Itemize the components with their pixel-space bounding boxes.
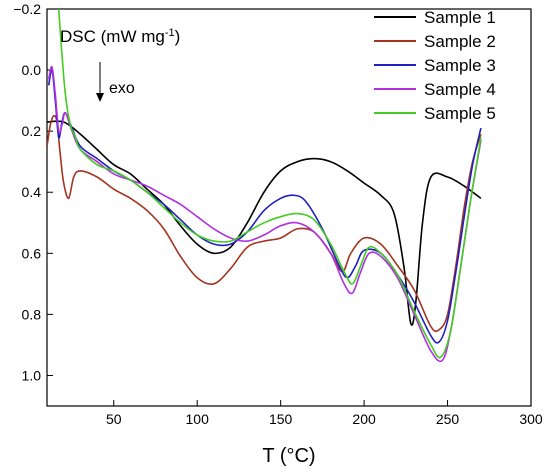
legend-label-sample-5: Sample 5 bbox=[424, 104, 496, 123]
dsc-superscript: -1 bbox=[165, 27, 175, 39]
legend: Sample 1 Sample 2 Sample 3 Sample 4 Sample 5 bbox=[374, 8, 496, 123]
x-tick-label: 100 bbox=[186, 411, 210, 427]
x-tick-label: 150 bbox=[269, 411, 293, 427]
legend-label-sample-3: Sample 3 bbox=[424, 56, 496, 75]
exo-arrow bbox=[96, 62, 104, 102]
series-line-sample-4 bbox=[47, 65, 482, 363]
y-tick-label: 0.2 bbox=[22, 123, 42, 139]
x-axis-title: T (°C) bbox=[262, 445, 315, 467]
y-tick-label: 1.0 bbox=[22, 367, 42, 383]
series-line-sample-1 bbox=[47, 120, 482, 326]
series-line-sample-2 bbox=[47, 114, 482, 333]
plot-frame bbox=[46, 8, 532, 407]
axis-tick-labels: 50 100 150 200 250 300 −0.2 0.0 0.2 0.4 0.6 0.8 1.0 bbox=[13, 1, 543, 427]
x-tick-label: 50 bbox=[106, 411, 122, 427]
dsc-close: ) bbox=[175, 27, 181, 46]
series-lines bbox=[47, 9, 482, 363]
dsc-annotation: DSC (mW mg-1) bbox=[60, 27, 180, 46]
y-tick-label: −0.2 bbox=[13, 1, 41, 17]
y-tick-label: 0.4 bbox=[22, 184, 42, 200]
legend-label-sample-4: Sample 4 bbox=[424, 80, 496, 99]
series-line-sample-5 bbox=[57, 9, 482, 359]
axis-ticks bbox=[47, 8, 532, 406]
dsc-label: DSC (mW mg bbox=[60, 27, 165, 46]
x-tick-label: 200 bbox=[352, 411, 376, 427]
x-tick-label: 250 bbox=[436, 411, 460, 427]
legend-label-sample-2: Sample 2 bbox=[424, 32, 496, 51]
x-tick-label: 300 bbox=[519, 411, 543, 427]
exo-label: exo bbox=[109, 80, 135, 97]
y-tick-label: 0.0 bbox=[22, 62, 42, 78]
y-tick-label: 0.8 bbox=[22, 306, 42, 322]
y-tick-label: 0.6 bbox=[22, 245, 42, 261]
legend-label-sample-1: Sample 1 bbox=[424, 8, 496, 27]
